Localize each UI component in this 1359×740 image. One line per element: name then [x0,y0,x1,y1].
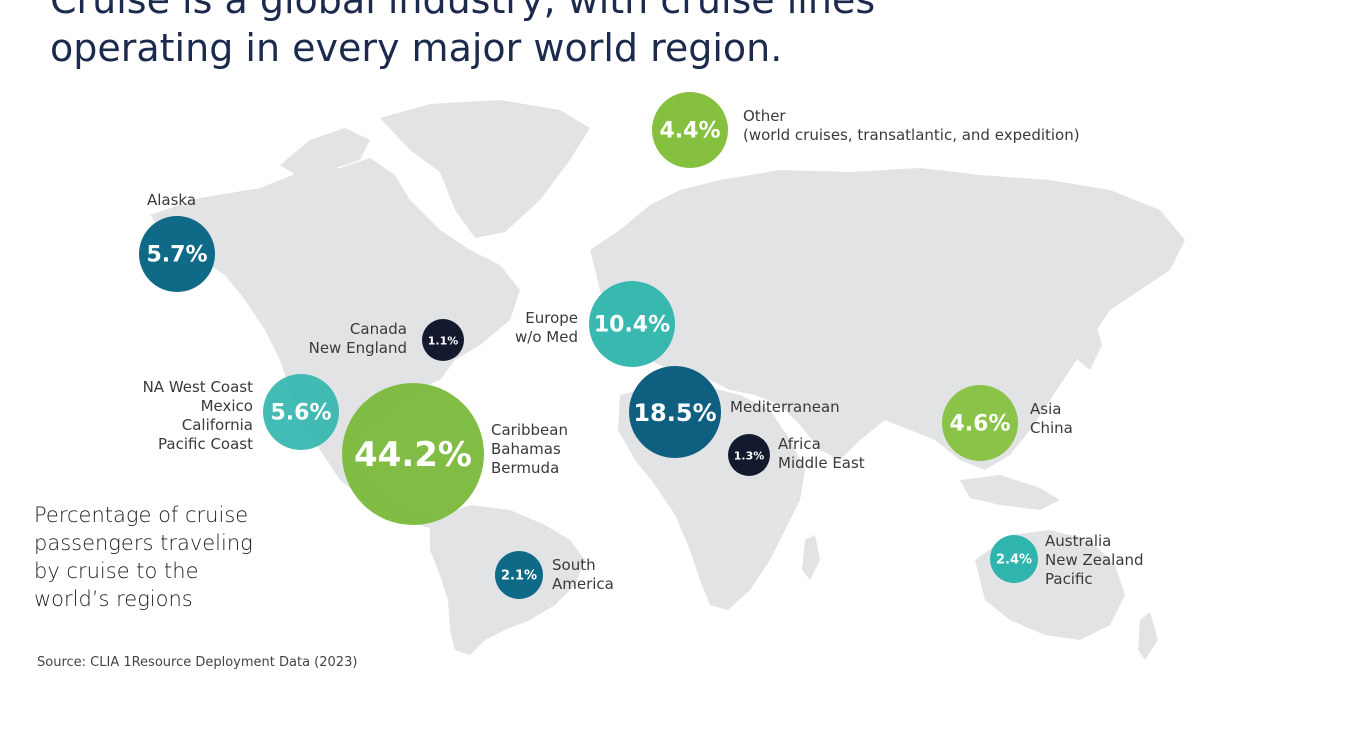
bubble-south-america: 2.1% [495,551,543,599]
label-canada: Canada New England [288,320,407,358]
bubble-na-west: 5.6% [263,374,339,450]
bubble-europe-value: 10.4% [594,313,670,338]
bubble-australia-value: 2.4% [996,553,1032,568]
map-caption: Percentage of cruise passengers travelin… [34,501,294,613]
bubble-australia-circle [990,535,1038,583]
label-europe-line-2: w/o Med [515,328,578,346]
label-asia-line-1: Asia [1030,400,1062,418]
label-australia-line-3: Pacific [1045,570,1093,588]
label-caribbean-line-1: Caribbean [491,421,568,439]
bubble-caribbean-value: 44.2% [354,435,472,475]
bubble-caribbean-circle [342,383,484,525]
label-caribbean: Caribbean Bahamas Bermuda [491,421,568,478]
label-na-west-line-4: Pacific Coast [158,435,253,453]
bubble-africa-value: 1.3% [734,450,765,463]
southeast-asia-islands-shape [960,475,1060,510]
caption-line-2: passengers traveling [34,531,253,555]
label-alaska-line-1: Alaska [147,191,197,209]
label-asia: Asia China [1030,400,1073,438]
greenland-shape [380,100,590,238]
bubble-canada: 1.1% [422,319,464,361]
label-other-line-2: (world cruises, transatlantic, and exped… [743,126,1080,144]
madagascar-shape [802,535,820,580]
bubble-other: 4.4% [652,92,728,168]
source-note: Source: CLIA 1Resource Deployment Data (… [37,655,358,670]
label-other: Other (world cruises, transatlantic, and… [743,107,1080,145]
bubble-other-circle [652,92,728,168]
bubble-mediterranean-circle [629,366,721,458]
label-other-line-1: Other [743,107,786,125]
bubble-na-west-circle [263,374,339,450]
caption-line-4: world’s regions [34,587,193,611]
label-australia-line-1: Australia [1045,532,1112,550]
bubble-alaska-circle [139,216,215,292]
bubble-alaska: 5.7% [139,216,215,292]
label-australia: Australia New Zealand Pacific [1045,532,1144,589]
bubble-australia: 2.4% [990,535,1038,583]
bubble-africa: 1.3% [728,434,770,476]
japan-shape [1078,320,1102,370]
label-canada-line-2: New England [308,339,407,357]
label-caribbean-line-3: Bermuda [491,459,560,477]
label-australia-line-2: New Zealand [1045,551,1144,569]
label-alaska: Alaska [147,191,196,210]
bubble-na-west-value: 5.6% [270,401,331,426]
eurasia-shape [590,168,1185,470]
new-zealand-shape [1138,612,1158,660]
bubble-alaska-value: 5.7% [146,243,207,268]
slide-title: Cruise is a global industry, with cruise… [50,0,950,72]
label-na-west-line-2: Mexico [200,397,253,415]
label-mediterranean: Mediterranean [730,398,840,417]
slide-title-line-1: Cruise is a global industry, with cruise… [50,0,876,22]
label-africa: Africa Middle East [778,435,865,473]
bubble-africa-circle [728,434,770,476]
label-caribbean-line-2: Bahamas [491,440,561,458]
label-africa-line-2: Middle East [778,454,865,472]
bubble-south-america-circle [495,551,543,599]
caption-line-1: Percentage of cruise [34,503,249,527]
label-na-west: NA West Coast Mexico California Pacific … [110,378,253,454]
region-bubbles: 4.4% 5.7% 1.1% 5.6% 44.2% 2.1% [139,92,1038,599]
label-south-america: South America [552,556,614,594]
label-europe: Europe w/o Med [488,309,578,347]
bubble-canada-value: 1.1% [428,335,459,348]
bubble-europe: 10.4% [589,281,675,367]
label-asia-line-2: China [1030,419,1073,437]
caption-line-3: by cruise to the [34,559,199,583]
label-africa-line-1: Africa [778,435,821,453]
bubble-europe-circle [589,281,675,367]
label-south-america-line-2: America [552,575,614,593]
label-na-west-line-3: California [181,416,253,434]
bubble-asia-value: 4.6% [949,412,1010,437]
slide-title-line-2: operating in every major world region. [50,26,783,70]
bubble-south-america-value: 2.1% [501,569,537,584]
bubble-asia-circle [942,385,1018,461]
arctic-islands-shape [280,128,370,178]
bubble-mediterranean: 18.5% [629,366,721,458]
bubble-other-value: 4.4% [659,119,720,144]
bubble-asia: 4.6% [942,385,1018,461]
label-na-west-line-1: NA West Coast [142,378,253,396]
label-south-america-line-1: South [552,556,596,574]
bubble-caribbean: 44.2% [342,383,484,525]
bubble-mediterranean-value: 18.5% [633,399,716,427]
north-america-shape [150,158,520,528]
bubble-canada-circle [422,319,464,361]
label-canada-line-1: Canada [349,320,407,338]
label-europe-line-1: Europe [525,309,578,327]
label-mediterranean-line-1: Mediterranean [730,398,840,416]
